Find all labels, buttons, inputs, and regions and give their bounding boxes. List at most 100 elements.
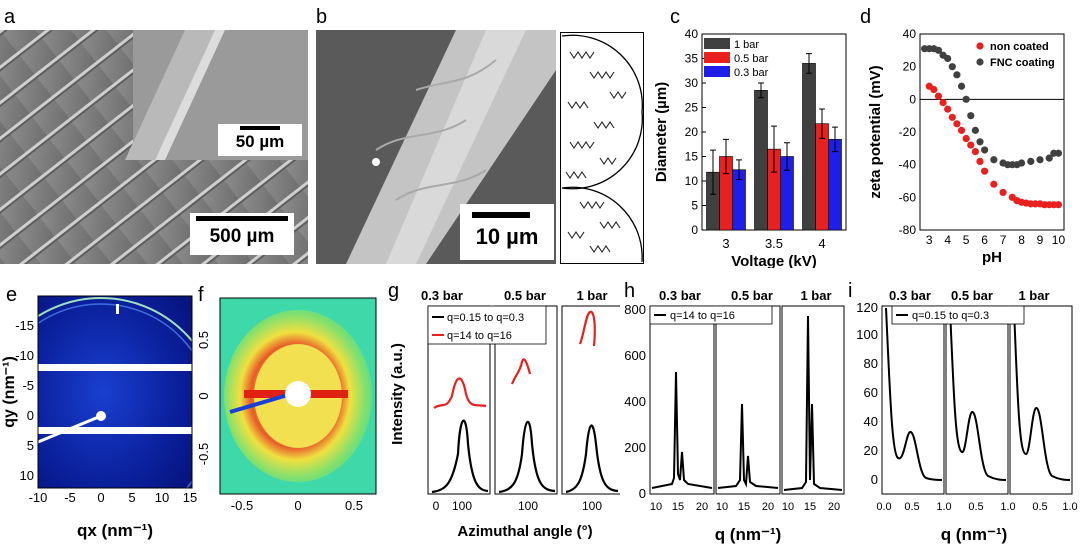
legend-swatch (704, 52, 730, 63)
i-xtick: 1.0 (1000, 501, 1015, 513)
f-ytick: -0.5 (196, 443, 211, 465)
panel-letter-c: c (670, 6, 680, 28)
h-xtick: 10 (650, 501, 662, 513)
h-xtick: 10 (716, 501, 728, 513)
panel-letter-i: i (848, 280, 853, 302)
legend-marker (976, 42, 984, 50)
y-tick-label: 20 (903, 60, 917, 74)
y-tick-label: 25 (685, 101, 699, 115)
g-subtitle: 1 bar (576, 288, 607, 303)
e-xtick: -5 (64, 490, 76, 505)
h-legend: q=14 to q=16 (670, 310, 735, 322)
h-ytick: 800 (624, 302, 646, 317)
error-bar (736, 159, 742, 181)
data-point (962, 95, 970, 103)
y-tick-label: 15 (685, 150, 699, 164)
i-ytick: 100 (856, 327, 878, 342)
data-point (934, 46, 943, 54)
g-xtick: 100 (518, 499, 538, 513)
data-point (1017, 159, 1026, 167)
e-ytick: 5 (27, 438, 34, 453)
data-point (930, 85, 938, 94)
y-tick-label: 20 (685, 125, 699, 139)
x-tick-label: 3 (722, 236, 729, 251)
data-point (1054, 201, 1063, 209)
x-tick-label: 9 (1037, 233, 1044, 247)
error-bar (819, 108, 825, 139)
data-point (939, 99, 947, 107)
legend-label: FNC coating (990, 57, 1055, 69)
h-ytick: 200 (624, 440, 646, 455)
i-xtick: 1.0 (936, 501, 951, 513)
data-point (1045, 154, 1053, 162)
y-tick-label: -60 (899, 190, 917, 204)
i-xtick: 0.0 (876, 501, 891, 513)
data-point (944, 105, 952, 113)
e-xtick: 10 (155, 490, 169, 505)
data-point (999, 188, 1007, 197)
f-xtick: -0.5 (231, 498, 253, 513)
i-ytick: 40 (864, 414, 878, 429)
x-tick-label: 7 (1000, 233, 1007, 247)
i-subtitle: 1 bar (1018, 288, 1049, 303)
y-tick-label: 35 (685, 52, 699, 66)
data-point (971, 126, 979, 134)
e-xlabel: qx (nm⁻¹) (77, 521, 153, 540)
x-tick-label: 10 (1052, 233, 1066, 247)
g-subtitle: 0.3 bar (421, 288, 463, 303)
main-scale-label: 500 µm (209, 226, 275, 247)
y-tick-label: 5 (691, 199, 698, 213)
data-point (967, 112, 975, 120)
bar (802, 63, 816, 231)
y-tick-label: 30 (685, 76, 699, 90)
x-tick-label: 4 (818, 236, 825, 251)
q-profiles-low: 0.3 bar 0.5 bar 1 bar q=0.15 to q=0.3 0 … (856, 288, 1077, 544)
g-legend-black: q=0.15 to q=0.3 (447, 312, 524, 324)
h-xtick: 15 (672, 501, 684, 513)
bar-chart-diameter: 0 5 10 15 20 25 30 35 40 3 3.5 4 1 bar 0.5 bar 0.3 bar… (653, 27, 847, 268)
i-xlabel: q (nm⁻¹) (941, 525, 1008, 544)
panel-letter-a: a (4, 6, 16, 28)
scatter-chart-zeta: 40 20 0 -20 -40 -60 -80 3 4 5 6 7 8 9 10 non coated FNC … (867, 27, 1066, 266)
e-ytick: 0 (27, 408, 34, 423)
h-xtick: 20 (696, 501, 708, 513)
legend-marker (976, 58, 984, 66)
y-tick-label: 40 (903, 27, 917, 41)
saxs-pattern-small: -0.5 0 0.5 0.5 0 -0.5 (196, 297, 377, 513)
legend-swatch (704, 66, 730, 77)
y-tick-label: 10 (685, 174, 699, 188)
azimuthal-profiles: 0.3 bar 0.5 bar 1 bar q=0.15 to q=0.3 q=… (389, 288, 620, 540)
h-xtick: 15 (804, 501, 816, 513)
data-point (981, 167, 989, 175)
data-point (990, 156, 998, 164)
data-point (934, 92, 943, 100)
legend-swatch (704, 38, 730, 49)
data-point (967, 141, 975, 149)
g-xtick: 0 (433, 499, 440, 513)
g-ylabel: Intensity (a.u.) (389, 343, 406, 445)
data-point (953, 120, 961, 128)
i-xtick: 0.5 (968, 501, 983, 513)
e-ytick: -10 (15, 348, 34, 363)
h-xlabel: q (nm⁻¹) (715, 525, 782, 544)
f-ytick: 0 (196, 392, 211, 399)
fiber-scale-label: 10 µm (475, 224, 539, 249)
y-tick-label: -20 (899, 125, 917, 139)
legend-label: non coated (990, 41, 1049, 53)
g-legend-red: q=14 to q=16 (447, 330, 512, 342)
h-ytick: 400 (624, 394, 646, 409)
panel-letter-e: e (6, 284, 18, 306)
q-profiles-high: 0.3 bar 0.5 bar 1 bar q=14 to q=16 0 200… (624, 288, 845, 544)
legend-label: 1 bar (734, 39, 759, 51)
data-point (1036, 156, 1044, 164)
i-ytick: 20 (864, 443, 878, 458)
i-legend: q=0.15 to q=0.3 (912, 310, 989, 322)
data-point (990, 180, 998, 188)
x-tick-label: 3.5 (765, 236, 783, 251)
data-point (957, 82, 966, 90)
y-axis-label: Diameter (µm) (653, 82, 670, 182)
panel-letter-h: h (624, 280, 636, 302)
data-point (976, 157, 984, 165)
x-tick-label: 8 (1018, 233, 1025, 247)
error-bar (723, 138, 729, 175)
